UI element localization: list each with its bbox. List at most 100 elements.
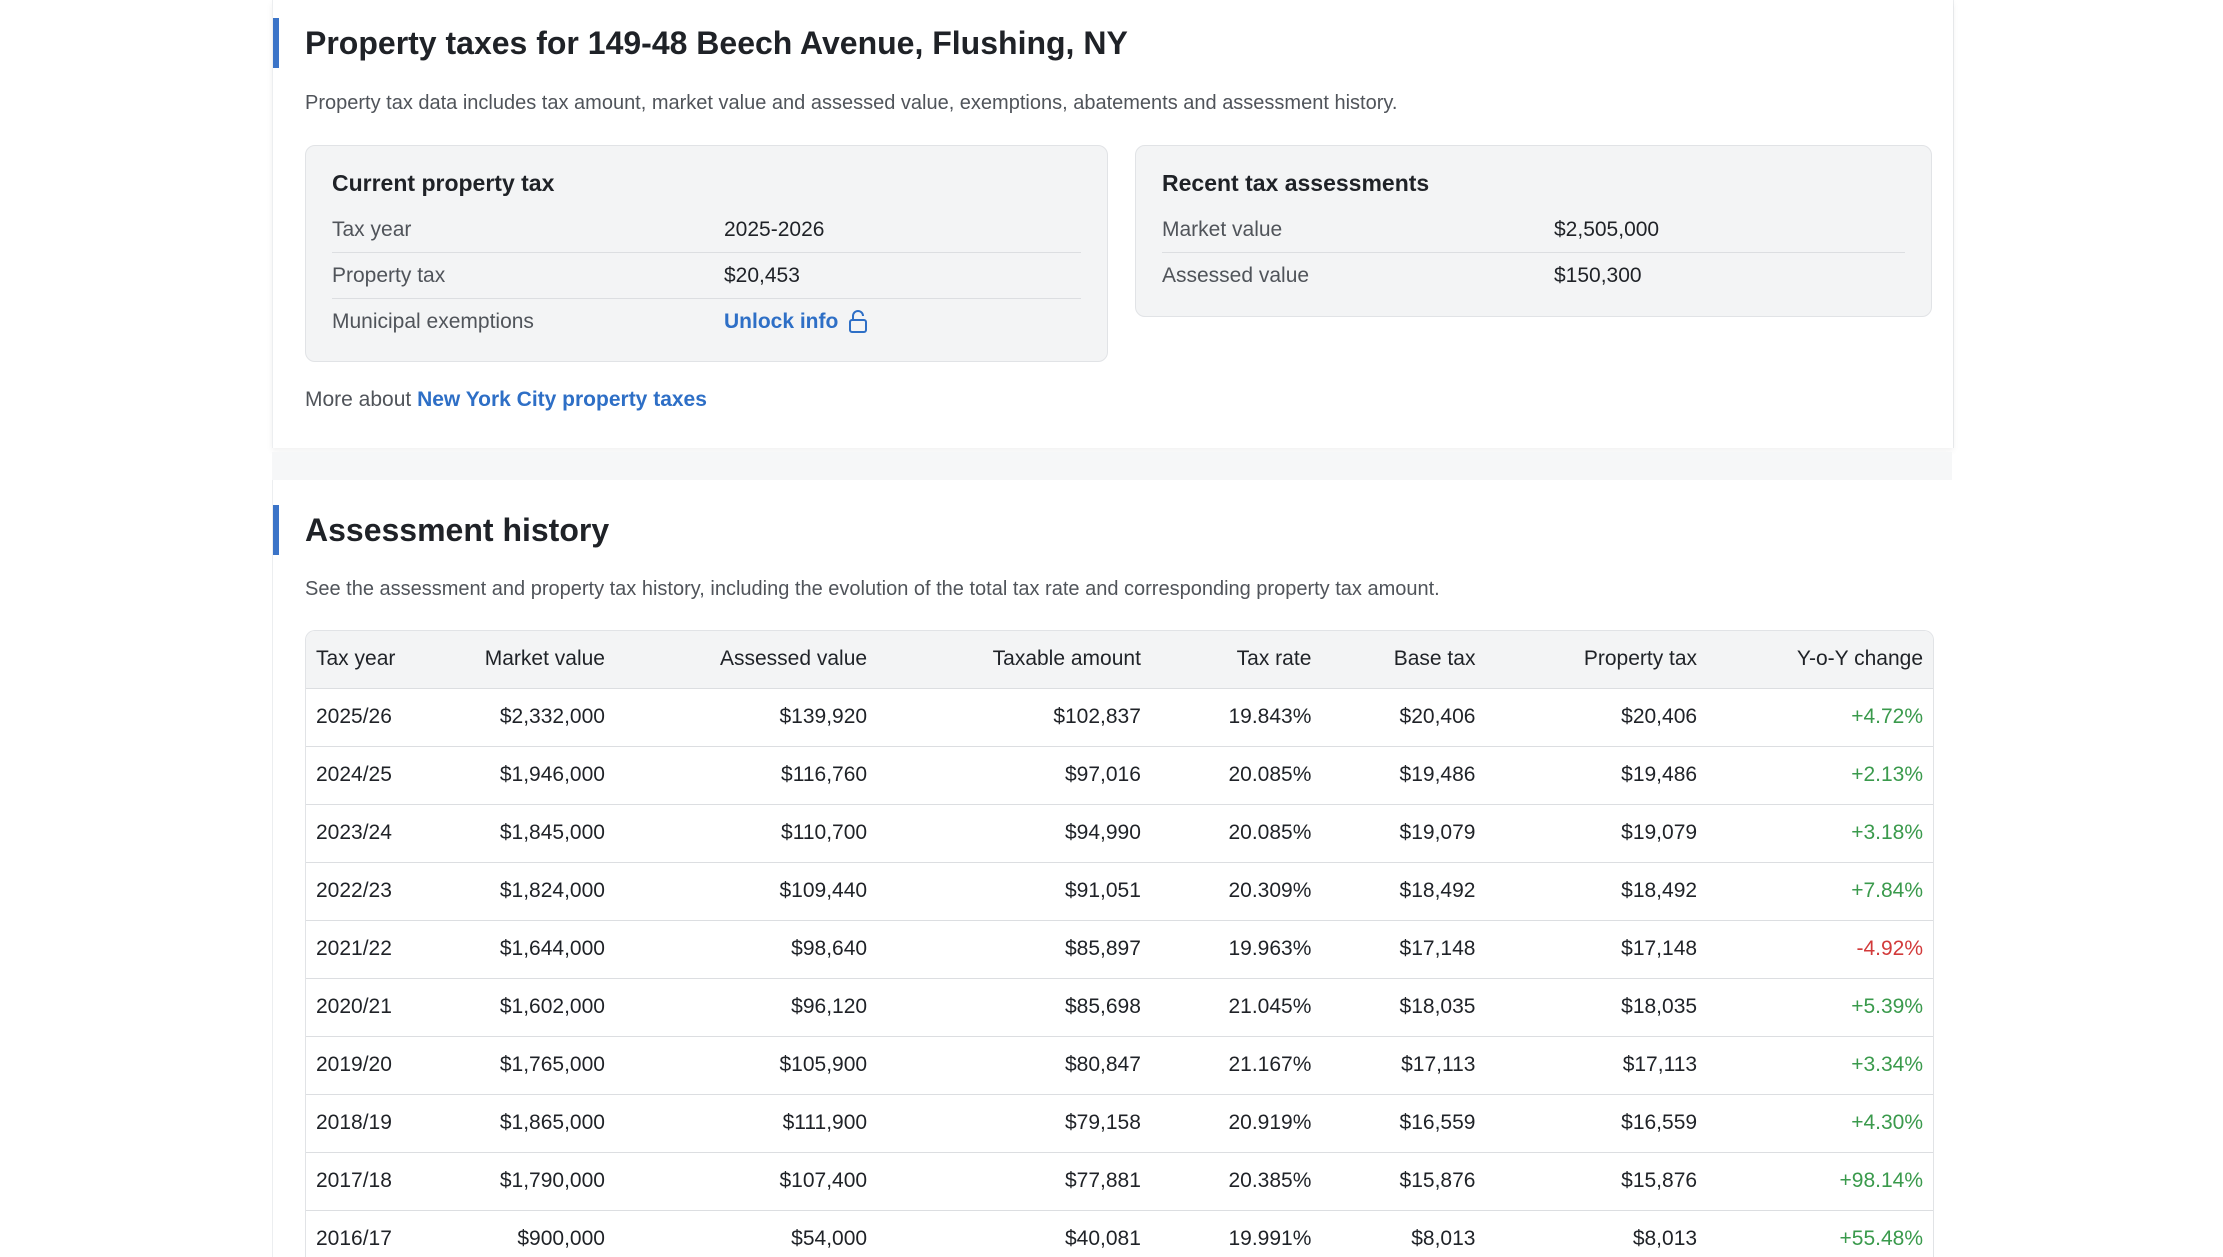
table-cell: $139,920 [614,687,878,746]
section-accent-bar [273,18,279,68]
table-row: 2020/21 $1,602,000 $96,120 $85,698 21.045% $1… [306,977,1933,1036]
table-cell: $1,602,000 [444,977,615,1036]
yoy-change-cell: +7.84% [1707,861,1933,920]
assessment-history-card: Assessment history See the assessment an… [272,480,1953,1257]
table-cell: 20.085% [1150,745,1322,804]
table-cell: 2023/24 [306,803,445,862]
column-header[interactable]: Taxable amount [992,647,1141,671]
yoy-change-cell: +3.34% [1707,1035,1933,1094]
table-cell: $85,897 [877,919,1151,978]
tax-year-value: 2025-2026 [724,217,825,241]
column-header[interactable]: Tax year [316,647,396,671]
nyc-property-taxes-link[interactable]: New York City property taxes [417,388,707,411]
current-property-tax-heading: Current property tax [332,170,555,196]
table-cell: 2024/25 [306,745,445,804]
table-cell: 2016/17 [306,1209,445,1257]
table-cell: $111,900 [614,1093,878,1152]
table-cell: $1,824,000 [444,861,615,920]
table-cell: $102,837 [877,687,1151,746]
table-row: 2019/20 $1,765,000 $105,900 $80,847 21.167% $… [306,1035,1933,1094]
market-value-label: Market value [1162,217,1283,241]
table-cell: $85,698 [877,977,1151,1036]
recent-tax-assessments-box: Recent tax assessments Market value $2,5… [1135,145,1932,317]
table-cell: $98,640 [614,919,878,978]
yoy-change-cell: +4.72% [1707,687,1933,746]
assessed-value-value: $150,300 [1554,263,1642,287]
table-cell: $1,946,000 [444,745,615,804]
table-cell: 19.963% [1150,919,1322,978]
section-accent-bar [273,505,279,555]
assessment-history-body: 2025/26 $2,332,000 $139,920 $102,837 19.843%… [306,687,1933,1257]
yoy-change-cell: +55.48% [1707,1209,1933,1257]
table-cell: $19,486 [1321,745,1486,804]
table-header-row: Tax year Market value Assessed value Tax… [306,631,1933,688]
assessment-history-header: Assessment history [273,505,609,555]
assessment-history-table: Tax year Market value Assessed value Tax… [306,631,1933,1257]
table-cell: $110,700 [614,803,878,862]
table-cell: $16,559 [1321,1093,1486,1152]
table-cell: 19.843% [1150,687,1322,746]
table-cell: $79,158 [877,1093,1151,1152]
table-cell: $1,865,000 [444,1093,615,1152]
recent-tax-assessments-heading: Recent tax assessments [1162,170,1430,196]
table-cell: $17,113 [1321,1035,1486,1094]
property-tax-row: Property tax $20,453 [332,253,1081,299]
table-row: 2017/18 $1,790,000 $107,400 $77,881 20.385% $… [306,1151,1933,1210]
yoy-change-cell: +2.13% [1707,745,1933,804]
table-cell: $18,035 [1321,977,1486,1036]
table-cell: $54,000 [614,1209,878,1257]
table-cell: $18,492 [1485,861,1708,920]
table-row: 2022/23 $1,824,000 $109,440 $91,051 20.309% $… [306,861,1933,920]
table-cell: $94,990 [877,803,1151,862]
table-row: 2024/25 $1,946,000 $116,760 $97,016 20.085% $… [306,745,1933,804]
table-cell: 2025/26 [306,687,445,746]
table-cell: $900,000 [444,1209,615,1257]
table-cell: $1,644,000 [444,919,615,978]
table-cell: $116,760 [614,745,878,804]
unlock-info-link[interactable]: Unlock info [724,310,868,334]
yoy-change-cell: +98.14% [1707,1151,1933,1210]
table-cell: $20,406 [1485,687,1708,746]
more-about-line: More about New York City property taxes [305,388,707,412]
unlock-info-label: Unlock info [724,309,839,333]
assessment-history-description: See the assessment and property tax hist… [305,578,1440,600]
table-cell: $18,035 [1485,977,1708,1036]
column-header[interactable]: Market value [484,647,605,671]
column-header[interactable]: Base tax [1393,647,1476,671]
more-about-prefix: More about [305,388,412,411]
table-cell: $15,876 [1321,1151,1486,1210]
yoy-change-cell: +5.39% [1707,977,1933,1036]
table-cell: $109,440 [614,861,878,920]
table-cell: 20.309% [1150,861,1322,920]
column-header[interactable]: Tax rate [1236,647,1312,671]
table-cell: 2019/20 [306,1035,445,1094]
tax-year-row: Tax year 2025-2026 [332,207,1081,253]
property-taxes-header: Property taxes for 149-48 Beech Avenue, … [273,18,1128,68]
table-cell: $96,120 [614,977,878,1036]
table-cell: 20.919% [1150,1093,1322,1152]
column-header[interactable]: Property tax [1583,647,1698,671]
municipal-exemptions-label: Municipal exemptions [332,309,534,333]
page-title: Property taxes for 149-48 Beech Avenue, … [305,24,1128,61]
table-cell: 21.167% [1150,1035,1322,1094]
tax-year-label: Tax year [332,217,412,241]
yoy-change-cell: +4.30% [1707,1093,1933,1152]
table-cell: $19,079 [1321,803,1486,862]
table-cell: $107,400 [614,1151,878,1210]
table-cell: $1,845,000 [444,803,615,862]
table-cell: $17,113 [1485,1035,1708,1094]
assessment-history-table-wrapper: Tax year Market value Assessed value Tax… [305,630,1934,1257]
table-cell: $2,332,000 [444,687,615,746]
table-cell: $16,559 [1485,1093,1708,1152]
table-cell: 21.045% [1150,977,1322,1036]
column-header[interactable]: Assessed value [719,647,868,671]
assessed-value-row: Assessed value $150,300 [1162,253,1905,298]
table-cell: 20.385% [1150,1151,1322,1210]
column-header[interactable]: Y-o-Y change [1796,647,1923,671]
table-cell: 2018/19 [306,1093,445,1152]
table-cell: 2022/23 [306,861,445,920]
table-cell: $18,492 [1321,861,1486,920]
table-cell: 2020/21 [306,977,445,1036]
table-cell: $19,079 [1485,803,1708,862]
